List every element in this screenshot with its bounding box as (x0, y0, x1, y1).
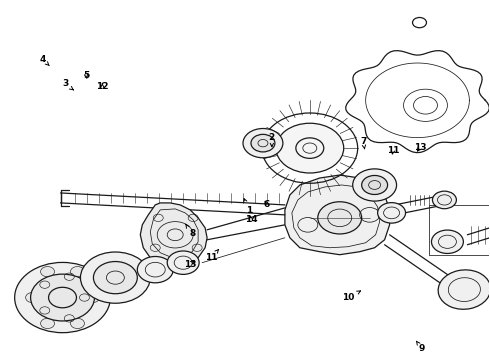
Circle shape (432, 230, 464, 253)
Circle shape (276, 123, 343, 173)
Polygon shape (285, 175, 390, 255)
Circle shape (251, 134, 275, 152)
Circle shape (167, 251, 199, 274)
Text: 11: 11 (387, 146, 399, 155)
Text: 6: 6 (264, 200, 270, 209)
Text: 9: 9 (416, 341, 425, 353)
Circle shape (25, 292, 40, 303)
Circle shape (71, 266, 84, 277)
Text: 4: 4 (40, 55, 49, 66)
Circle shape (41, 266, 54, 277)
Circle shape (80, 252, 150, 303)
Circle shape (433, 191, 456, 209)
Text: 7: 7 (360, 137, 367, 149)
Bar (429, 205, 490, 255)
Text: 5: 5 (83, 71, 89, 80)
Text: 3: 3 (62, 80, 74, 90)
Text: 13: 13 (414, 143, 426, 152)
Circle shape (41, 318, 54, 329)
Circle shape (243, 129, 283, 158)
Circle shape (71, 318, 84, 329)
Circle shape (94, 261, 137, 294)
Circle shape (15, 262, 110, 333)
Text: 10: 10 (343, 291, 361, 302)
Text: 1: 1 (244, 199, 252, 215)
Circle shape (353, 169, 396, 201)
Circle shape (30, 274, 95, 321)
Circle shape (378, 203, 406, 223)
Text: 11: 11 (205, 249, 219, 262)
Polygon shape (140, 203, 207, 268)
Circle shape (362, 175, 388, 194)
Circle shape (318, 202, 362, 234)
Text: 12: 12 (96, 82, 109, 91)
Circle shape (85, 292, 99, 303)
Text: 13: 13 (184, 260, 196, 269)
Text: 8: 8 (186, 224, 196, 238)
Circle shape (137, 256, 173, 283)
Text: 2: 2 (269, 133, 275, 147)
Ellipse shape (438, 270, 490, 309)
Text: 14: 14 (245, 215, 257, 224)
